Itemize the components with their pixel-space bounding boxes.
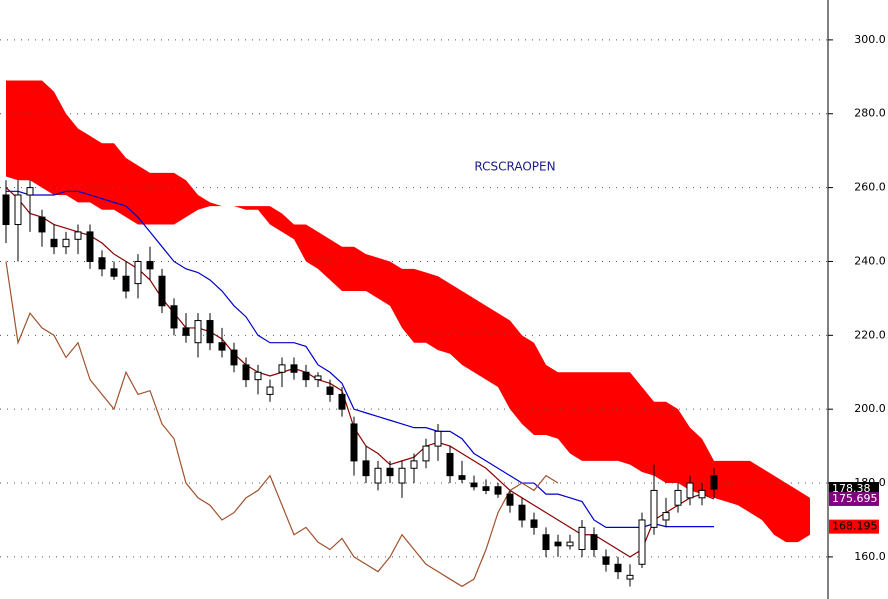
candle-body xyxy=(482,486,490,491)
y-tick-label: 280.0 xyxy=(854,107,886,120)
indicator-line xyxy=(5,261,559,588)
candle-body xyxy=(398,467,406,484)
candle-body xyxy=(494,486,502,495)
candle-body xyxy=(86,231,94,262)
candle-body xyxy=(650,489,658,528)
y-tick-label: 260.0 xyxy=(854,181,886,194)
price-badge-label: 175.695 xyxy=(832,492,878,505)
candle-body xyxy=(326,386,334,395)
candle-body xyxy=(566,541,574,547)
candle-body xyxy=(434,430,442,447)
candle-body xyxy=(194,320,202,344)
candle-body xyxy=(386,467,394,477)
candle-body xyxy=(602,556,610,565)
candle-body xyxy=(470,482,478,488)
candle-body xyxy=(350,423,358,462)
candle-body xyxy=(206,320,214,344)
candle-body xyxy=(158,275,166,307)
candle-body xyxy=(458,475,466,480)
candle-body xyxy=(2,194,10,226)
candle-body xyxy=(218,342,226,351)
candle-body xyxy=(170,305,178,329)
candle-body xyxy=(302,371,310,381)
candle-body xyxy=(278,364,286,373)
candle-body xyxy=(590,534,598,551)
y-tick-label: 300.0 xyxy=(854,33,886,46)
candle-body xyxy=(554,541,562,547)
candle-body xyxy=(506,493,514,506)
candle-body xyxy=(14,194,22,226)
candle-body xyxy=(698,489,706,499)
candle-body xyxy=(410,460,418,469)
candle-body xyxy=(710,475,718,490)
candle-body xyxy=(182,327,190,336)
candle-body xyxy=(626,574,634,580)
candle-body xyxy=(266,386,274,395)
y-tick-label: 200.0 xyxy=(854,402,886,415)
candle-body xyxy=(338,393,346,410)
cloud xyxy=(6,80,810,543)
candle-body xyxy=(26,187,34,196)
candle-body xyxy=(230,349,238,366)
candle-body xyxy=(578,526,586,551)
y-tick-label: 160.0 xyxy=(854,550,886,563)
candle-body xyxy=(446,452,454,477)
candle-body xyxy=(530,519,538,528)
price-badge xyxy=(829,519,879,534)
candle-body xyxy=(422,445,430,462)
candle-body xyxy=(134,260,142,285)
y-tick-label: 220.0 xyxy=(854,328,886,341)
candle-body xyxy=(50,238,58,248)
candle-body xyxy=(254,371,262,381)
candle-body xyxy=(62,238,70,248)
chart-title: RCSCRAOPEN xyxy=(474,160,555,174)
price-badge xyxy=(829,491,879,506)
indicator-line xyxy=(6,190,714,528)
y-tick-label: 240.0 xyxy=(854,254,886,267)
candle-body xyxy=(662,512,670,521)
candle-body xyxy=(542,534,550,551)
candle-body xyxy=(638,519,646,565)
candle-body xyxy=(110,268,118,277)
candle-body xyxy=(314,375,322,381)
candle-body xyxy=(518,504,526,521)
price-badge-label: 178.38 xyxy=(832,482,871,495)
candle-body xyxy=(38,216,46,233)
candle-body xyxy=(74,231,82,240)
candle-body xyxy=(674,489,682,506)
candle-body xyxy=(362,460,370,477)
candle-body xyxy=(146,260,154,270)
candle-body xyxy=(374,467,382,484)
candle-body xyxy=(686,482,694,499)
candle-body xyxy=(614,563,622,573)
candle-body xyxy=(290,364,298,373)
candle-body xyxy=(242,364,250,381)
price-badge-label: 168.195 xyxy=(832,520,878,533)
candle-body xyxy=(98,257,106,270)
candle-body xyxy=(122,275,130,292)
